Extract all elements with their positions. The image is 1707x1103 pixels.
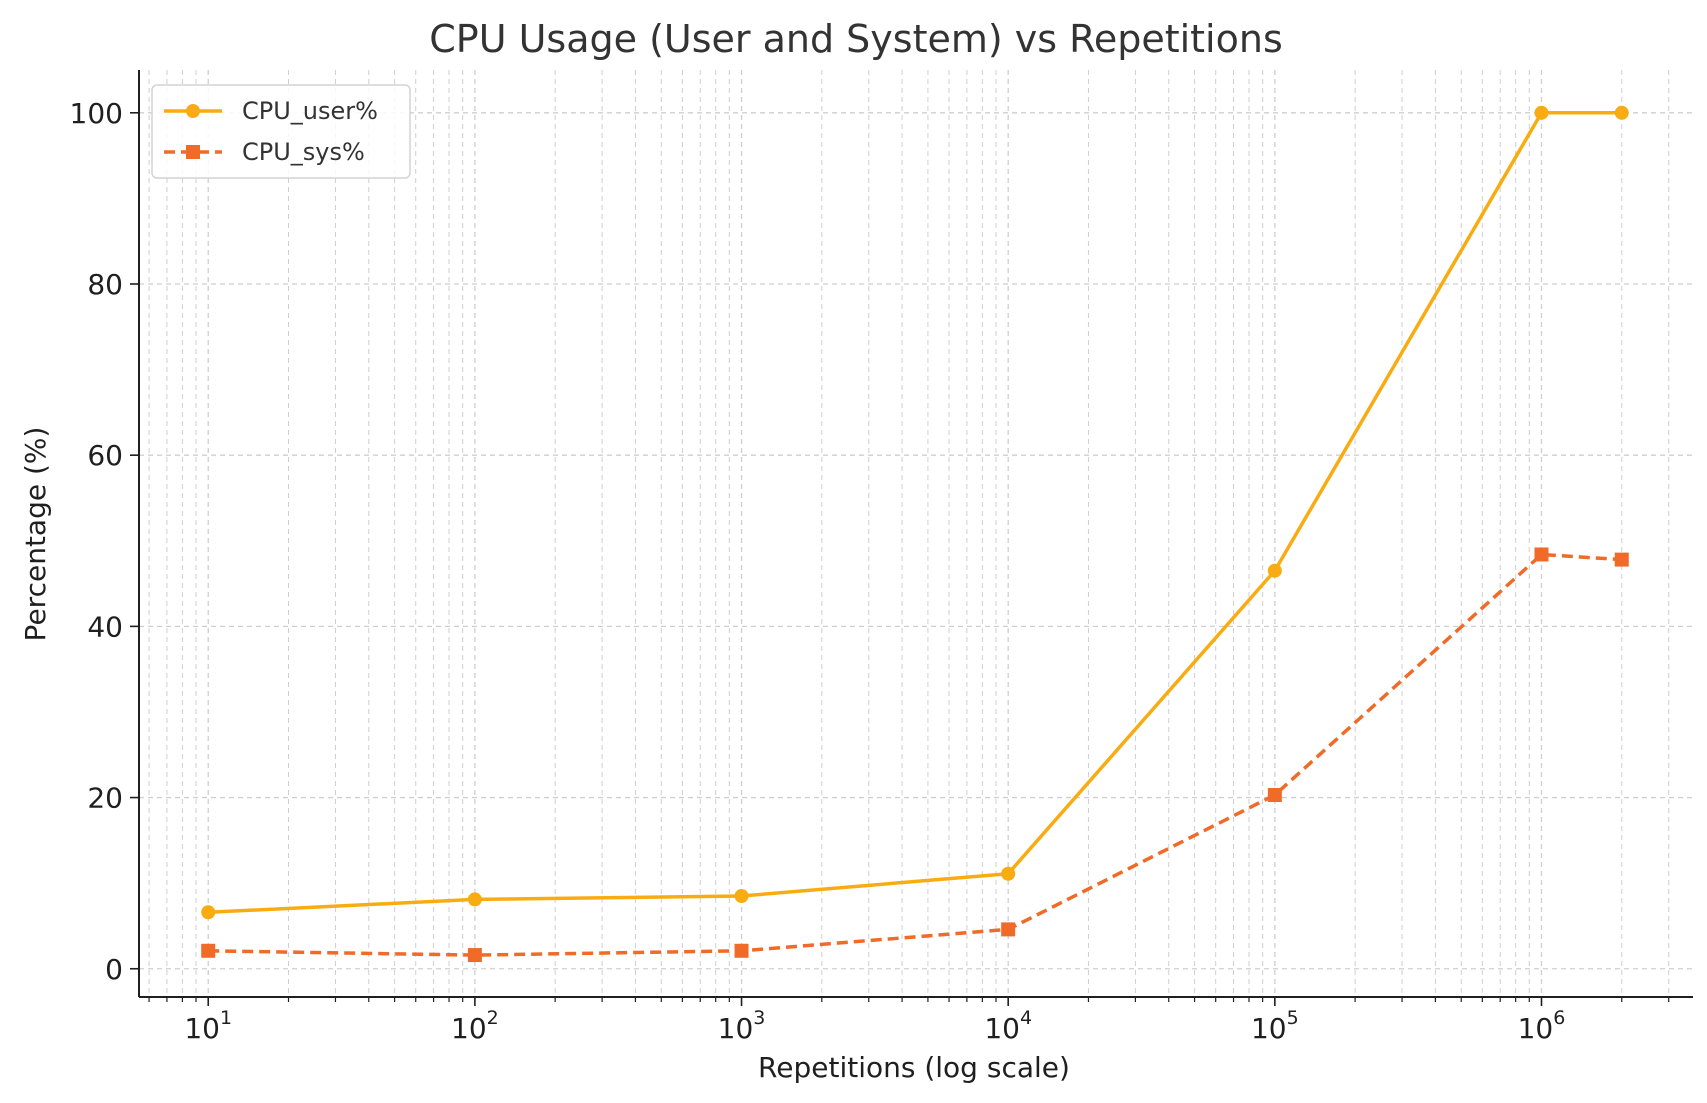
data-point-cpu-sys bbox=[201, 943, 216, 958]
data-point-cpu-user bbox=[201, 905, 216, 920]
legend-label: CPU_user% bbox=[242, 97, 378, 125]
data-point-cpu-user bbox=[1267, 563, 1282, 578]
legend-marker-square bbox=[186, 145, 200, 159]
data-point-cpu-sys bbox=[467, 948, 482, 963]
axes: 101 102 103 104 105 106 0 20 40 60 80 100 bbox=[70, 70, 1693, 1045]
data-point-cpu-sys bbox=[1267, 787, 1282, 802]
data-point-cpu-user bbox=[734, 888, 749, 903]
x-tick-exponent: 6 bbox=[1553, 1007, 1565, 1029]
data-point-cpu-user bbox=[1001, 866, 1016, 881]
y-axis-label: Percentage (%) bbox=[19, 427, 52, 642]
data-point-cpu-user bbox=[1614, 105, 1629, 120]
data-point-cpu-sys bbox=[734, 943, 749, 958]
legend-marker-circle bbox=[186, 104, 200, 118]
data-point-cpu-user bbox=[1534, 105, 1549, 120]
x-axis-label: Repetitions (log scale) bbox=[758, 1051, 1070, 1084]
x-tick-label: 105 bbox=[1251, 1007, 1299, 1045]
data-point-cpu-sys bbox=[1001, 922, 1016, 937]
y-tick-label: 80 bbox=[87, 268, 123, 301]
y-tick-label: 100 bbox=[70, 97, 123, 130]
x-tick-label: 103 bbox=[718, 1007, 766, 1045]
y-tick-label: 40 bbox=[87, 610, 123, 643]
x-tick-exponent: 2 bbox=[487, 1007, 499, 1029]
x-tick-label: 101 bbox=[184, 1007, 232, 1045]
legend-box bbox=[151, 84, 411, 179]
x-tick-exponent: 4 bbox=[1020, 1007, 1032, 1029]
x-tick-label: 106 bbox=[1518, 1007, 1566, 1045]
x-tick-exponent: 3 bbox=[753, 1007, 765, 1029]
y-tick-label: 60 bbox=[87, 439, 123, 472]
chart-title: CPU Usage (User and System) vs Repetitio… bbox=[429, 17, 1283, 61]
series-layer bbox=[201, 105, 1629, 963]
x-tick-label: 104 bbox=[984, 1007, 1032, 1045]
y-tick-label: 0 bbox=[105, 953, 123, 986]
y-tick-label: 20 bbox=[87, 782, 123, 815]
data-point-cpu-sys bbox=[1614, 552, 1629, 567]
legend-label: CPU_sys% bbox=[242, 138, 365, 166]
data-point-cpu-user bbox=[467, 892, 482, 907]
grid bbox=[139, 70, 1693, 997]
x-tick-exponent: 1 bbox=[220, 1007, 232, 1029]
data-point-cpu-sys bbox=[1534, 547, 1549, 562]
legend: CPU_user% CPU_sys% bbox=[151, 84, 411, 179]
x-tick-label: 102 bbox=[451, 1007, 499, 1045]
x-tick-exponent: 5 bbox=[1287, 1007, 1299, 1029]
